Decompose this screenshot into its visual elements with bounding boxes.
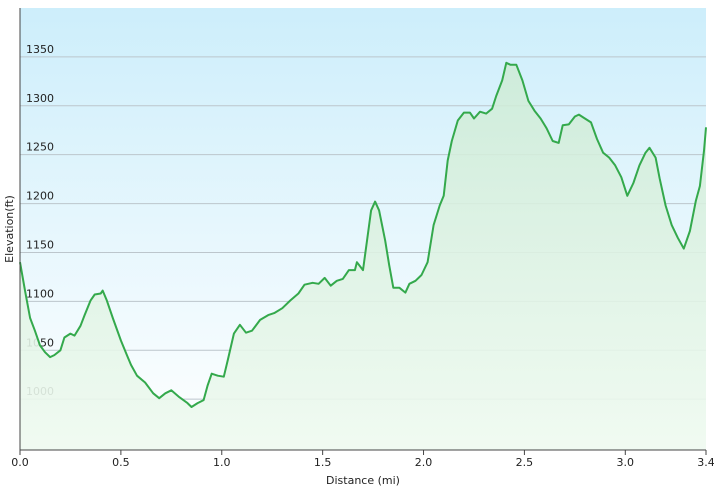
x-tick-label: 3.4 [697, 456, 714, 469]
x-tick-label: 2.0 [415, 456, 433, 469]
y-tick-label: 1200 [26, 190, 54, 203]
y-axis-label: Elevation(ft) [3, 195, 16, 263]
x-tick-label: 1.5 [314, 456, 332, 469]
x-tick-label: 1.0 [213, 456, 231, 469]
y-tick-label: 1300 [26, 92, 54, 105]
x-tick-label: 2.5 [516, 456, 534, 469]
x-axis-label: Distance (mi) [326, 474, 400, 487]
elevation-line [19, 61, 707, 408]
y-tick-label: 1250 [26, 141, 54, 154]
y-tick-label: 1350 [26, 43, 54, 56]
y-tick-label: 1100 [26, 287, 54, 300]
x-tick-label: 0.0 [11, 456, 29, 469]
y-tick-label: 1150 [26, 238, 54, 251]
area-fill [20, 62, 706, 451]
x-tick-label: 3.0 [617, 456, 635, 469]
x-tick-label: 0.5 [112, 456, 130, 469]
